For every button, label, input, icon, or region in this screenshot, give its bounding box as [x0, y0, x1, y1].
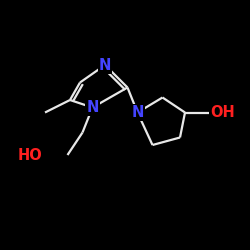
Text: N: N — [99, 58, 111, 72]
Text: N: N — [131, 105, 144, 120]
Text: N: N — [86, 100, 99, 115]
Text: HO: HO — [18, 148, 42, 162]
Text: OH: OH — [210, 105, 235, 120]
